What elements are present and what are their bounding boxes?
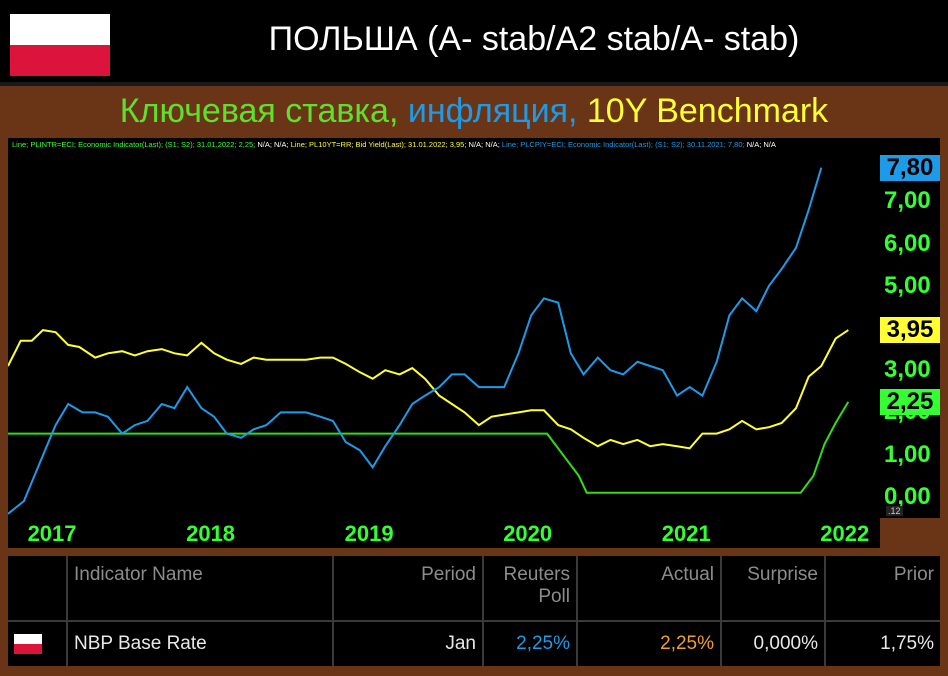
y-tick-label: 0,00	[884, 482, 931, 510]
legend-na-3: N/A; N/A	[746, 140, 776, 149]
y-tick-label: 3,00	[884, 356, 931, 384]
x-tick-label: 2019	[344, 521, 394, 546]
cell-indicator: NBP Base Rate	[67, 620, 334, 666]
axis-corner-label: .12	[886, 506, 903, 516]
last-value-tag: 3,95	[880, 317, 940, 344]
col-prior: Prior	[893, 564, 934, 585]
chart-area: Line; PLINTR=ECI; Economic Indicator(Las…	[8, 138, 880, 518]
legend-policy-rate: Line; PLINTR=ECI; Economic Indicator(Las…	[12, 140, 256, 149]
line-plot	[8, 167, 850, 515]
series-line-2	[8, 167, 823, 515]
x-tick-label: 2022	[820, 521, 870, 546]
y-tick-label: 7,00	[884, 187, 931, 215]
col-period: Period	[333, 556, 484, 621]
series-line-1	[8, 329, 849, 450]
last-value-tag: 2,25	[880, 388, 940, 415]
y-axis: 0,001,002,003,004,005,006,007,007,803,95…	[880, 138, 940, 518]
table-header-row: Indicator Name Period Reuters Poll Actua…	[8, 556, 940, 621]
legend-cpi: Line; PLCPIY=ECI; Economic Indicator(Las…	[501, 140, 745, 149]
poland-flag-icon	[10, 14, 110, 76]
divider	[0, 82, 948, 86]
last-value-tag: 7,80	[880, 154, 940, 181]
cell-surprise: 0,000%	[721, 620, 826, 666]
poland-flag-icon	[14, 633, 42, 654]
y-tick-label: 5,00	[884, 271, 931, 299]
row-flag-cell	[8, 620, 68, 666]
indicator-table: Indicator Name Period Reuters Poll Actua…	[8, 556, 940, 666]
cell-prior: 1,75%	[825, 620, 940, 666]
subtitle-inflation: инфляция,	[407, 92, 578, 130]
series-line-0	[8, 401, 850, 494]
col-surprise: Surprise	[721, 556, 826, 621]
chart-legend: Line; PLINTR=ECI; Economic Indicator(Las…	[12, 140, 776, 149]
header-bar: ПОЛЬША (A- stab/A2 stab/A- stab)	[0, 0, 948, 82]
x-tick-label: 2018	[186, 521, 236, 546]
x-tick-label: 2017	[27, 521, 77, 546]
y-tick-label: 1,00	[884, 440, 931, 468]
x-axis: .12 2017 2018 2019 2020 2021 2022	[8, 506, 903, 548]
col-indicator-name: Indicator Name	[67, 556, 334, 621]
x-tick-label: 2021	[661, 521, 711, 546]
col-flag	[8, 556, 68, 621]
x-tick-label: 2020	[503, 521, 553, 546]
legend-na-2: N/A; N/A;	[468, 140, 500, 149]
subtitle-key-rate: Ключевая ставка,	[119, 92, 399, 130]
cell-actual: 2,25%	[577, 620, 722, 666]
col-reuters-poll: Reuters Poll	[483, 556, 578, 621]
page-title: ПОЛЬША (A- stab/A2 stab/A- stab)	[268, 20, 800, 58]
col-actual: Actual	[577, 556, 722, 621]
chart-subtitle: Ключевая ставка, инфляция, 10Y Benchmark	[0, 92, 948, 131]
cell-period: Jan	[333, 620, 484, 666]
legend-na-1: N/A; N/A;	[257, 140, 289, 149]
legend-bond-yield: Line; PL10YT=RR; Bid Yield(Last); 31.01.…	[290, 140, 467, 149]
cell-poll: 2,25%	[483, 620, 578, 666]
subtitle-benchmark: 10Y Benchmark	[586, 92, 829, 130]
y-tick-label: 6,00	[884, 229, 931, 257]
table-row[interactable]: NBP Base Rate Jan 2,25% 2,25% 0,000% 1,7…	[8, 620, 940, 666]
